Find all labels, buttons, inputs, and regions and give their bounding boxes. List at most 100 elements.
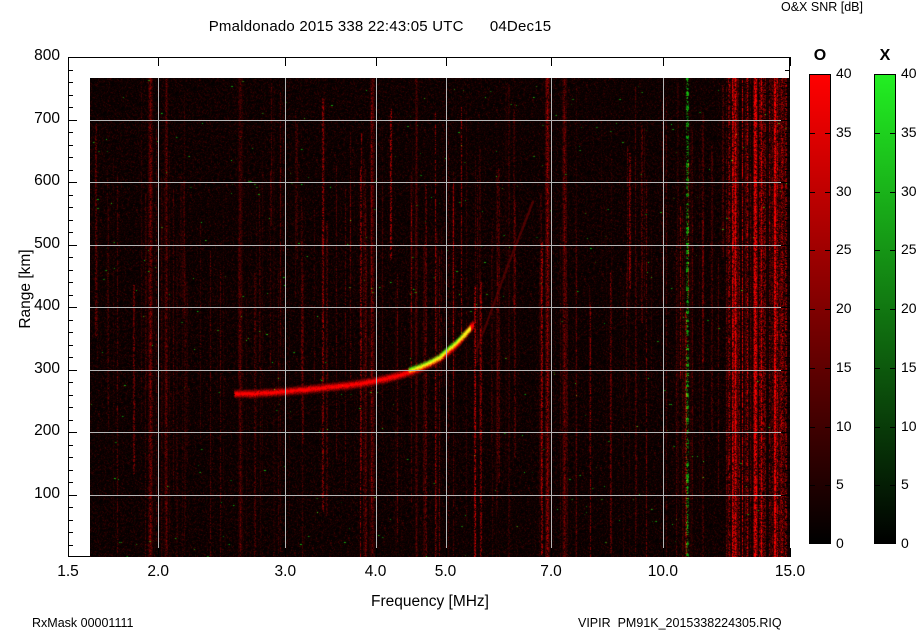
tick-y-minor-20 [68, 545, 73, 546]
colorbar-x-label-0: 0 [901, 535, 909, 551]
tick-y-minor-right-20 [785, 545, 790, 546]
tick-y-minor-480 [68, 257, 73, 258]
colorbar-o-tick-30 [809, 192, 815, 194]
colorbar-o-tick-15 [809, 368, 815, 370]
tick-y-600 [68, 182, 77, 184]
tick-x-15.0 [790, 57, 792, 66]
colorbar-o-tick-r-30 [825, 192, 831, 194]
tick-y-minor-420 [68, 295, 73, 296]
tick-y-minor-620 [68, 170, 73, 171]
colorbar-o-tick-r-20 [825, 309, 831, 311]
tick-y-minor-360 [68, 332, 73, 333]
colorbar-x-label-30: 30 [901, 182, 917, 199]
tick-y-right-800 [781, 57, 790, 59]
y-tick-label-300: 300 [34, 359, 60, 377]
colorbar-x-tick-20 [874, 309, 880, 311]
colorbar-x-tick-r-35 [890, 133, 896, 135]
tick-y-right-600 [781, 182, 790, 184]
tick-x-bottom-1.5 [68, 548, 70, 557]
gridline-horizontal-700 [90, 120, 790, 121]
tick-y-minor-440 [68, 282, 73, 283]
gridline-vertical-5.0 [446, 78, 447, 557]
y-tick-label-400: 400 [34, 297, 60, 314]
tick-y-minor-640 [68, 157, 73, 158]
tick-x-7.0 [551, 57, 553, 66]
gridline-horizontal-100 [90, 495, 790, 496]
tick-y-minor-740 [68, 95, 73, 96]
tick-y-minor-right-580 [785, 195, 790, 196]
tick-y-minor-780 [68, 70, 73, 71]
tick-x-bottom-5.0 [446, 548, 448, 557]
tick-y-minor-right-80 [785, 507, 790, 508]
tick-y-minor-right-220 [785, 420, 790, 421]
y-tick-label-600: 600 [34, 172, 60, 189]
colorbar-o-tick-r-35 [825, 133, 831, 135]
colorbar-x-label-25: 25 [901, 241, 917, 258]
rxmask-label: RxMask 00001111 [32, 616, 134, 630]
tick-y-right-300 [781, 370, 790, 372]
colorbar-x-label-20: 20 [901, 300, 917, 316]
y-tick-label-700: 700 [34, 109, 60, 127]
colorbar-x-label-15: 15 [901, 358, 917, 375]
gridline-vertical-3.0 [285, 78, 286, 557]
tick-y-minor-right-380 [785, 320, 790, 321]
tick-y-minor-right-280 [785, 382, 790, 383]
tick-x-bottom-3.0 [285, 548, 287, 557]
tick-y-minor-right-760 [785, 82, 790, 83]
tick-y-minor-340 [68, 345, 73, 346]
tick-x-2.0 [158, 57, 160, 66]
ionogram-canvas[interactable] [90, 78, 790, 557]
tick-y-minor-right-480 [785, 257, 790, 258]
x-tick-label-3.0: 3.0 [274, 563, 297, 580]
tick-y-right-500 [781, 245, 790, 247]
colorbar-x-tick-r-10 [890, 427, 896, 429]
colorbar-x-tick-30 [874, 192, 880, 194]
tick-y-right-200 [781, 432, 790, 434]
tick-y-minor-right-740 [785, 95, 790, 96]
tick-y-minor-380 [68, 320, 73, 321]
tick-y-right-400 [781, 307, 790, 309]
tick-y-minor-right-340 [785, 345, 790, 346]
tick-y-minor-right-660 [785, 145, 790, 146]
tick-y-minor-right-680 [785, 132, 790, 133]
colorbar-o-label-40: 40 [836, 65, 852, 81]
tick-y-minor-320 [68, 357, 73, 358]
x-tick-label-2.0: 2.0 [147, 563, 169, 580]
colorbar-o-tick-r-10 [825, 427, 831, 429]
tick-y-minor-right-560 [785, 207, 790, 208]
tick-y-minor-160 [68, 457, 73, 458]
colorbar-o-tick-20 [809, 309, 815, 311]
colorbar-x-label-10: 10 [901, 417, 917, 434]
gridline-horizontal-200 [90, 432, 790, 433]
ionogram-heatmap[interactable] [90, 78, 790, 557]
tick-y-minor-720 [68, 107, 73, 108]
tick-y-minor-right-620 [785, 170, 790, 171]
tick-x-bottom-7.0 [551, 548, 553, 557]
tick-x-bottom-4.0 [376, 548, 378, 557]
tick-y-minor-right-40 [785, 532, 790, 533]
colorbar-o-tick-r-25 [825, 250, 831, 252]
tick-y-minor-right-440 [785, 282, 790, 283]
gridline-vertical-10.0 [663, 78, 664, 557]
y-tick-label-800: 800 [34, 47, 60, 64]
colorbar-o-label-25: 25 [836, 241, 852, 258]
tick-y-minor-580 [68, 195, 73, 196]
tick-y-minor-460 [68, 270, 73, 271]
tick-y-500 [68, 245, 77, 247]
colorbar-x-tick-10 [874, 427, 880, 429]
tick-y-minor-280 [68, 382, 73, 383]
tick-y-100 [68, 495, 77, 497]
tick-y-right-100 [781, 495, 790, 497]
x-axis-title: Frequency [MHz] [370, 593, 489, 610]
tick-y-minor-right-640 [785, 157, 790, 158]
tick-y-minor-right-460 [785, 270, 790, 271]
x-tick-label-4.0: 4.0 [364, 563, 387, 580]
tick-y-minor-140 [68, 470, 73, 471]
gridline-vertical-4.0 [376, 78, 377, 557]
colorbar-o-tick-25 [809, 250, 815, 252]
x-tick-label-10.0: 10.0 [647, 563, 678, 580]
tick-y-minor-80 [68, 507, 73, 508]
tick-y-minor-660 [68, 145, 73, 146]
tick-y-minor-180 [68, 445, 73, 446]
tick-y-minor-760 [68, 82, 73, 83]
